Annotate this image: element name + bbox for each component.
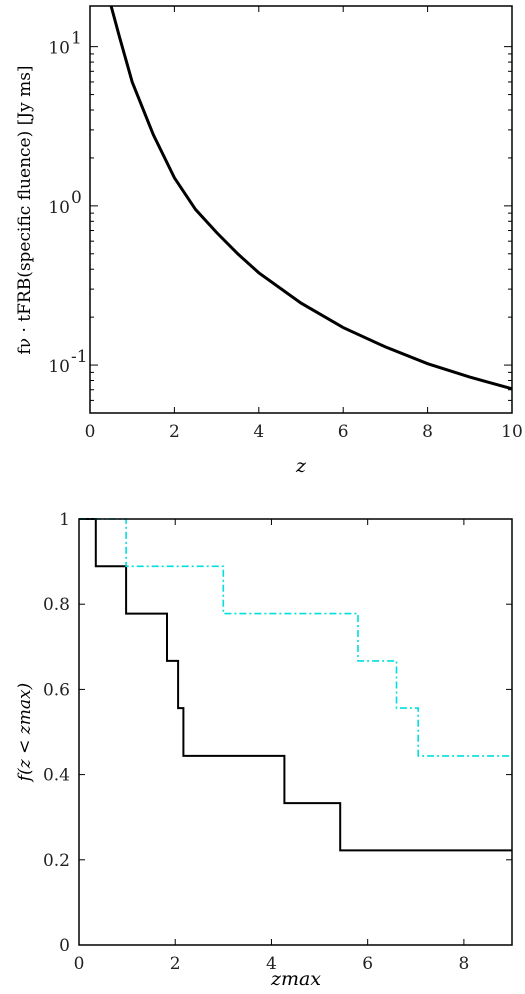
chart1-y-axis-label: fν · tFRB(specific fluence) [Jy ms] <box>15 65 35 354</box>
chart2-y-tick-label: 0 <box>59 936 70 956</box>
chart2-x-axis-label: zmax <box>270 968 321 990</box>
chart1-x-tick-label: 10 <box>501 422 523 442</box>
chart1-y-tick-label: 10 <box>48 39 70 59</box>
chart1-x-axis-label: z <box>295 455 307 477</box>
chart2-y-tick-label: 0.2 <box>43 851 70 871</box>
chart2-x-tick-label: 0 <box>74 954 85 974</box>
chart2-x-tick-label: 6 <box>362 954 373 974</box>
chart1-x-tick-label: 0 <box>85 422 96 442</box>
chart2-plot-frame <box>78 518 513 946</box>
chart2-y-tick-label: 0.4 <box>43 766 70 786</box>
chart1-plot-frame <box>89 5 513 414</box>
chart2-y-tick-label: 0.8 <box>43 595 70 615</box>
chart1-x-tick-label: 8 <box>422 422 433 442</box>
chart2-x-tick-label: 4 <box>266 954 277 974</box>
chart1-x-tick-label: 6 <box>338 422 349 442</box>
chart1-y-tick-label: 10 <box>48 357 70 377</box>
chart1-y-tick-label: 10 <box>48 198 70 218</box>
chart2-series-step-1 <box>79 518 512 757</box>
chart1-x-tick-label: 2 <box>169 422 180 442</box>
chart2-x-tick-label: 2 <box>170 954 181 974</box>
chart1-y-tick-exponent: 0 <box>71 188 82 208</box>
chart2-y-tick-label: 0.6 <box>43 680 70 700</box>
chart2-series-step-0 <box>79 518 512 852</box>
chart1-y-tick-exponent: 1 <box>71 29 82 49</box>
chart1-series-line-0 <box>109 5 513 391</box>
chart2-y-axis-label: f(z < zmax) <box>15 683 35 783</box>
chart-cumulative-fraction: 0 2 4 6 8 0 0.2 0.4 0.6 0.8 1 zmax f(z < zmax) <box>15 510 513 990</box>
chart2-y-tick-label: 1 <box>59 510 70 530</box>
chart1-x-tick-label: 4 <box>253 422 264 442</box>
chart2-x-tick-label: 8 <box>458 954 469 974</box>
chart1-y-tick-exponent: -1 <box>71 347 88 367</box>
